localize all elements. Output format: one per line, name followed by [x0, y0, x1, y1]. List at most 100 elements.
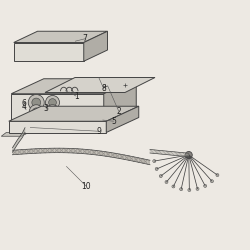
Polygon shape [66, 148, 68, 153]
Polygon shape [9, 121, 106, 132]
Polygon shape [22, 150, 24, 154]
Polygon shape [54, 148, 57, 153]
Polygon shape [45, 78, 155, 92]
Text: 9: 9 [96, 127, 101, 136]
Polygon shape [148, 160, 150, 165]
Polygon shape [68, 148, 71, 153]
Polygon shape [31, 149, 34, 154]
Circle shape [28, 94, 44, 110]
Polygon shape [11, 94, 104, 122]
Polygon shape [62, 148, 64, 153]
Text: 4: 4 [21, 102, 26, 111]
Polygon shape [84, 31, 108, 61]
Text: 1: 1 [74, 92, 78, 101]
Polygon shape [138, 158, 141, 163]
Polygon shape [43, 148, 45, 153]
Polygon shape [124, 155, 127, 160]
Polygon shape [40, 148, 43, 153]
Polygon shape [122, 154, 124, 160]
Polygon shape [85, 149, 87, 154]
Circle shape [29, 105, 43, 119]
Polygon shape [117, 154, 120, 158]
Polygon shape [127, 156, 129, 160]
Circle shape [49, 108, 56, 116]
Text: 5: 5 [111, 117, 116, 126]
Circle shape [216, 174, 219, 176]
Circle shape [153, 160, 156, 162]
Text: 7: 7 [82, 34, 87, 43]
Polygon shape [104, 152, 106, 156]
Polygon shape [87, 150, 90, 154]
Circle shape [32, 98, 41, 107]
Circle shape [204, 184, 207, 188]
Circle shape [185, 152, 192, 158]
Polygon shape [29, 149, 31, 154]
Polygon shape [48, 148, 50, 153]
Polygon shape [71, 148, 73, 153]
Polygon shape [59, 148, 62, 153]
Polygon shape [57, 148, 59, 153]
Text: 6: 6 [21, 99, 26, 108]
Polygon shape [82, 149, 85, 154]
Text: 10: 10 [82, 182, 91, 191]
Polygon shape [76, 149, 78, 153]
Polygon shape [52, 148, 54, 153]
Polygon shape [90, 150, 92, 154]
Polygon shape [104, 79, 136, 122]
Polygon shape [45, 148, 48, 153]
Polygon shape [101, 151, 103, 156]
Polygon shape [80, 149, 82, 154]
Polygon shape [106, 106, 139, 132]
Circle shape [46, 96, 60, 110]
Circle shape [196, 188, 199, 190]
Text: 2: 2 [116, 107, 121, 116]
Circle shape [180, 188, 183, 191]
Polygon shape [110, 152, 113, 157]
Polygon shape [50, 148, 52, 153]
Circle shape [188, 188, 191, 192]
Polygon shape [145, 159, 148, 164]
Polygon shape [38, 148, 40, 153]
Circle shape [46, 105, 60, 119]
Text: 8: 8 [102, 84, 106, 93]
Polygon shape [24, 149, 26, 154]
Polygon shape [141, 158, 143, 163]
Polygon shape [113, 153, 115, 158]
Circle shape [49, 99, 56, 106]
Circle shape [210, 180, 214, 183]
Polygon shape [1, 132, 29, 136]
Polygon shape [108, 152, 110, 157]
Polygon shape [99, 151, 101, 156]
Polygon shape [92, 150, 94, 155]
Polygon shape [12, 150, 15, 155]
Circle shape [165, 180, 168, 184]
Polygon shape [11, 79, 136, 94]
Polygon shape [134, 157, 136, 162]
Circle shape [159, 174, 162, 178]
Polygon shape [64, 148, 66, 153]
Polygon shape [129, 156, 131, 161]
Polygon shape [78, 149, 80, 154]
Polygon shape [15, 150, 17, 154]
Polygon shape [120, 154, 122, 159]
Polygon shape [9, 106, 139, 121]
Polygon shape [94, 150, 96, 155]
Polygon shape [115, 153, 117, 158]
Polygon shape [136, 157, 138, 162]
Polygon shape [14, 31, 108, 42]
Polygon shape [34, 149, 36, 154]
Circle shape [32, 108, 40, 116]
Polygon shape [96, 150, 99, 155]
Polygon shape [131, 156, 134, 161]
Polygon shape [73, 148, 76, 153]
Circle shape [155, 168, 158, 170]
Circle shape [172, 185, 175, 188]
Polygon shape [14, 42, 84, 61]
Polygon shape [36, 149, 38, 153]
Polygon shape [106, 152, 108, 156]
Polygon shape [20, 150, 22, 154]
Polygon shape [26, 149, 29, 154]
Text: 3: 3 [44, 104, 49, 113]
Polygon shape [143, 159, 145, 164]
Polygon shape [17, 150, 20, 154]
